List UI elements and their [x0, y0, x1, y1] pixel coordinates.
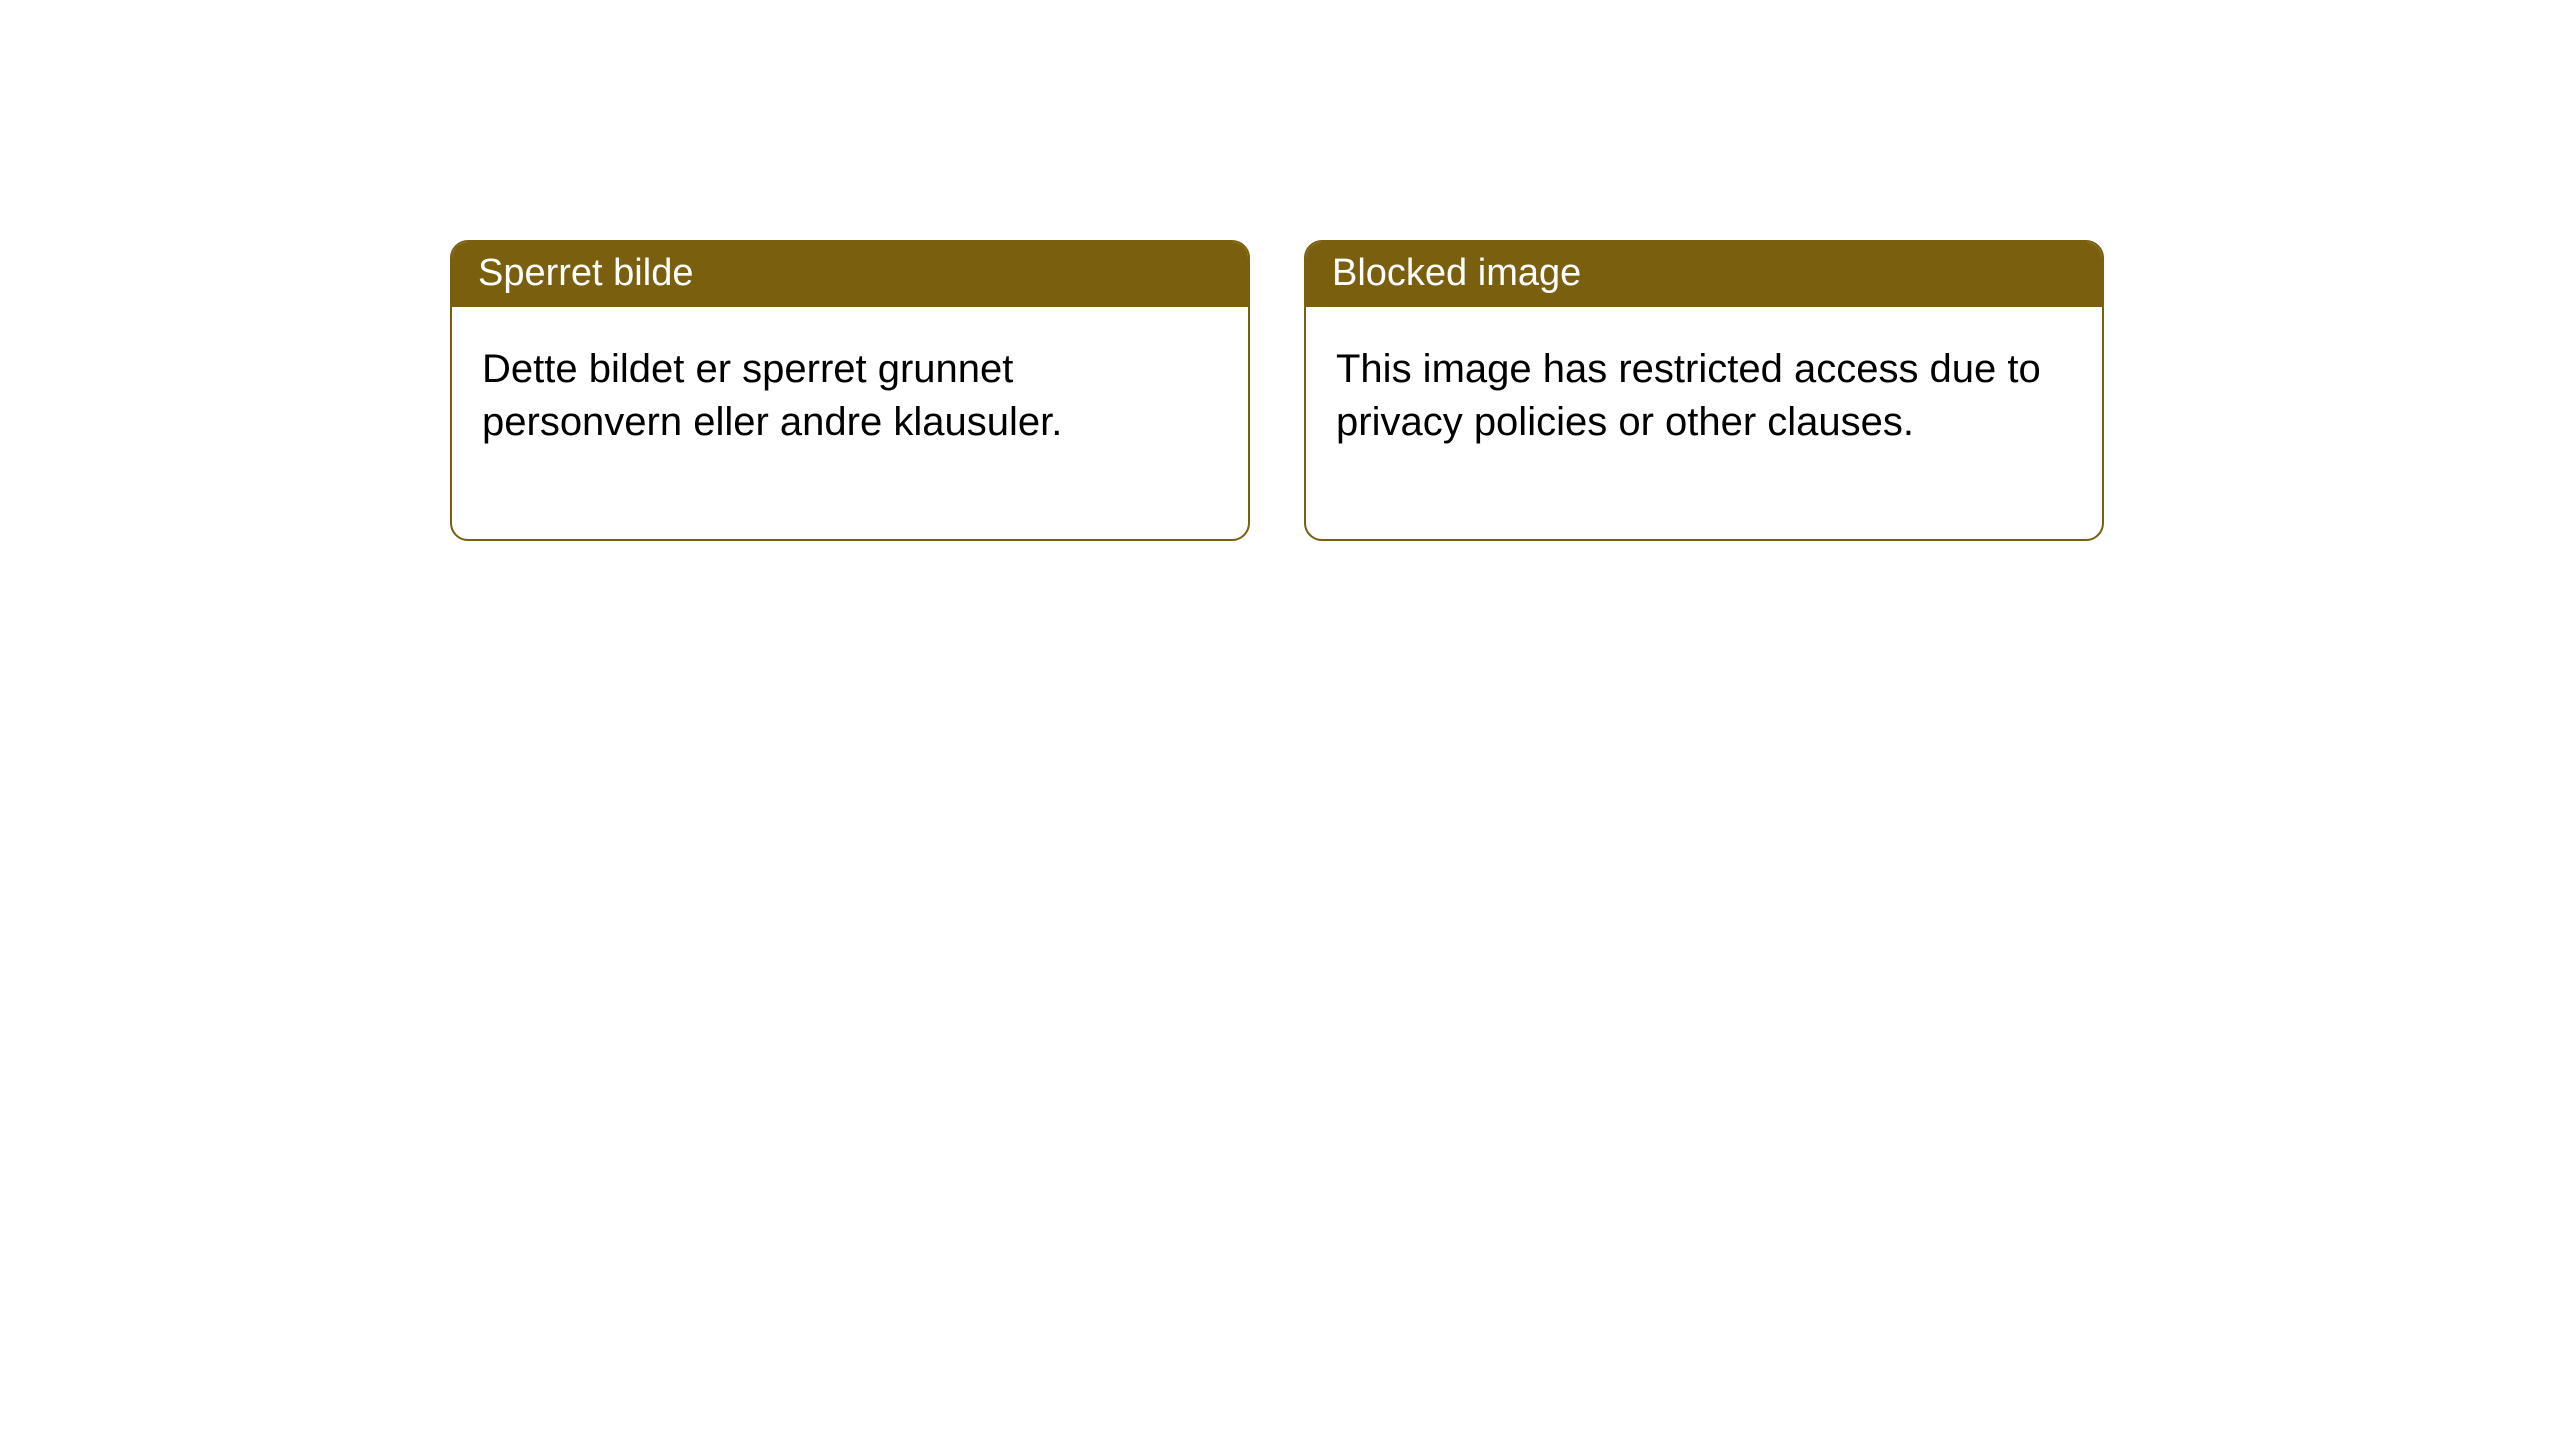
notice-container: Sperret bilde Dette bildet er sperret gr…: [450, 240, 2104, 541]
notice-header: Sperret bilde: [452, 242, 1248, 307]
notice-card-english: Blocked image This image has restricted …: [1304, 240, 2104, 541]
notice-card-norwegian: Sperret bilde Dette bildet er sperret gr…: [450, 240, 1250, 541]
notice-header: Blocked image: [1306, 242, 2102, 307]
notice-body: This image has restricted access due to …: [1306, 307, 2102, 539]
notice-body: Dette bildet er sperret grunnet personve…: [452, 307, 1248, 539]
